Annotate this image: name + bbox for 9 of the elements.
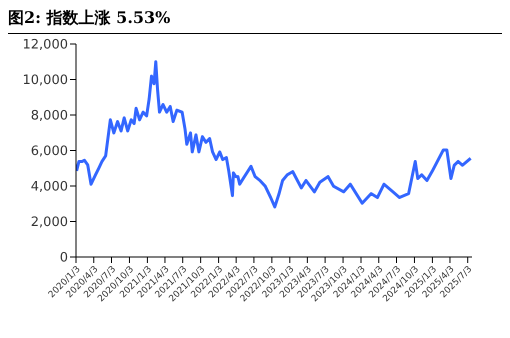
y-tick-label: 10,000 [22,73,68,88]
y-tick-label: 2,000 [30,215,68,230]
y-tick-label: 12,000 [22,38,68,53]
line-series [76,60,472,208]
y-tick-label: 4,000 [30,180,68,195]
y-tick-label: 8,000 [30,108,68,124]
y-tick-label: 0 [60,250,68,266]
chart-title: 图2: 指数上涨 5.53% [8,8,502,34]
y-tick-label: 6,000 [30,144,68,160]
